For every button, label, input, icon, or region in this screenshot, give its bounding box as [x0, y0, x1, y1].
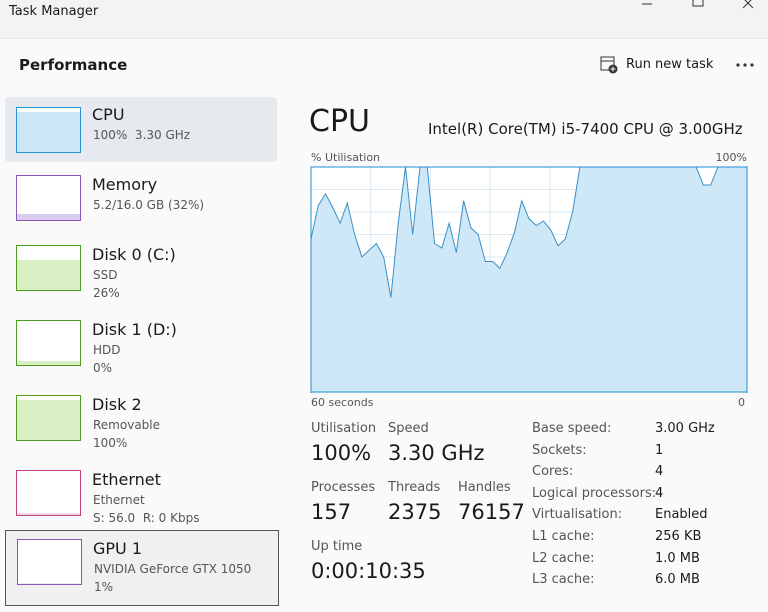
spec-label: Cores: — [532, 464, 574, 480]
spec-label: L2 cache: — [532, 550, 595, 566]
stat-value: 100% — [311, 441, 372, 465]
device-detail: SSD — [93, 268, 118, 282]
thumbnail — [16, 395, 81, 441]
device-detail: 5.2/16.0 GB (32%) — [93, 198, 205, 212]
spec-value: Enabled — [655, 507, 708, 523]
spec-label: Base speed: — [532, 421, 612, 436]
thumbnail-fill — [17, 214, 80, 220]
thumbnail — [16, 320, 81, 366]
stat-value: 3.30 GHz — [388, 441, 485, 465]
thumbnail-fill — [17, 112, 80, 152]
spec-label: Sockets: — [532, 442, 587, 458]
spec-value: 1 — [655, 442, 664, 458]
stat-value: 76157 — [458, 500, 525, 524]
panel-title: CPU — [309, 104, 370, 139]
spec-label: L1 cache: — [532, 529, 595, 544]
stat-value: 2375 — [388, 500, 442, 524]
device-detail: 26% — [93, 286, 120, 300]
thumbnail — [16, 175, 81, 221]
device-detail: HDD — [93, 343, 121, 357]
y-tick-label: 100% — [716, 151, 747, 164]
stat-label: Handles — [458, 480, 511, 495]
area-fill — [311, 167, 747, 392]
x-tick-label: 0 — [738, 396, 745, 409]
sidebar-item[interactable]: Disk 2 Removable 100% — [5, 387, 277, 462]
device-detail: 0% — [93, 361, 113, 375]
spec-value: 6.0 MB — [655, 572, 700, 588]
device-detail: Removable — [93, 418, 161, 432]
sidebar-item[interactable]: Disk 1 (D:) HDD 0% — [5, 312, 277, 387]
device-name: GPU 1 — [93, 539, 143, 558]
run-task-icon[interactable] — [600, 56, 618, 74]
cpu-model: Intel(R) Core(TM) i5-7400 CPU @ 3.00GHz — [428, 120, 743, 138]
stat-label: Processes — [311, 480, 376, 495]
device-name: CPU — [92, 105, 125, 124]
thumbnail-fill — [17, 400, 80, 440]
sidebar-item[interactable]: Memory 5.2/16.0 GB (32%) — [5, 167, 277, 242]
x-tick-label: 60 seconds — [311, 396, 374, 409]
sidebar-item[interactable]: GPU 1 NVIDIA GeForce GTX 1050 1% — [5, 530, 279, 606]
stat-value: 157 — [311, 500, 352, 524]
device-name: Disk 0 (C:) — [92, 245, 176, 264]
spec-value: 3.00 GHz — [655, 421, 715, 436]
device-detail: 100% 3.30 GHz — [93, 128, 191, 142]
y-axis-label: % Utilisation — [311, 151, 380, 164]
spec-value: 256 KB — [655, 529, 702, 544]
device-name: Ethernet — [92, 470, 161, 489]
device-name: Disk 1 (D:) — [92, 320, 177, 339]
window-title: Task Manager — [9, 4, 99, 19]
device-detail: NVIDIA GeForce GTX 1050 — [94, 562, 252, 576]
spec-label: L3 cache: — [532, 572, 595, 588]
spec-label: Logical processors: — [532, 485, 657, 501]
stat-label: Threads — [388, 480, 441, 495]
sidebar-item[interactable]: Disk 0 (C:) SSD 26% — [5, 237, 277, 312]
spec-value: 4 — [655, 485, 664, 501]
spec-value: 4 — [655, 464, 664, 480]
device-detail: 100% — [93, 436, 128, 450]
device-detail: Ethernet — [93, 493, 145, 507]
plot-border — [310, 166, 748, 393]
thumbnail — [17, 539, 82, 585]
sidebar-item[interactable]: Ethernet Ethernet S: 56.0 R: 0 Kbps — [5, 462, 277, 537]
thumbnail-fill — [18, 583, 81, 584]
page-title: Performance — [19, 56, 128, 74]
device-name: Memory — [92, 175, 158, 194]
sidebar-item[interactable]: CPU 100% 3.30 GHz — [5, 97, 277, 162]
run-new-task[interactable]: Run new task — [626, 57, 714, 72]
device-name: Disk 2 — [92, 395, 142, 414]
window-controls[interactable] — [630, 0, 768, 14]
thumbnail — [16, 470, 81, 516]
device-detail: 1% — [94, 580, 114, 594]
thumbnail-fill — [17, 513, 80, 515]
device-detail: S: 56.0 R: 0 Kbps — [93, 511, 200, 525]
spec-label: Virtualisation: — [532, 507, 623, 523]
stat-value: 0:00:10:35 — [311, 559, 426, 583]
stat-label: Speed — [388, 421, 429, 436]
thumbnail-fill — [17, 260, 80, 290]
thumbnail — [16, 245, 81, 291]
spec-value: 1.0 MB — [655, 550, 700, 566]
thumbnail-fill — [17, 361, 80, 365]
more-menu[interactable] — [735, 62, 755, 68]
stat-label: Up time — [311, 539, 363, 554]
thumbnail — [16, 107, 81, 153]
stat-label: Utilisation — [311, 421, 377, 436]
